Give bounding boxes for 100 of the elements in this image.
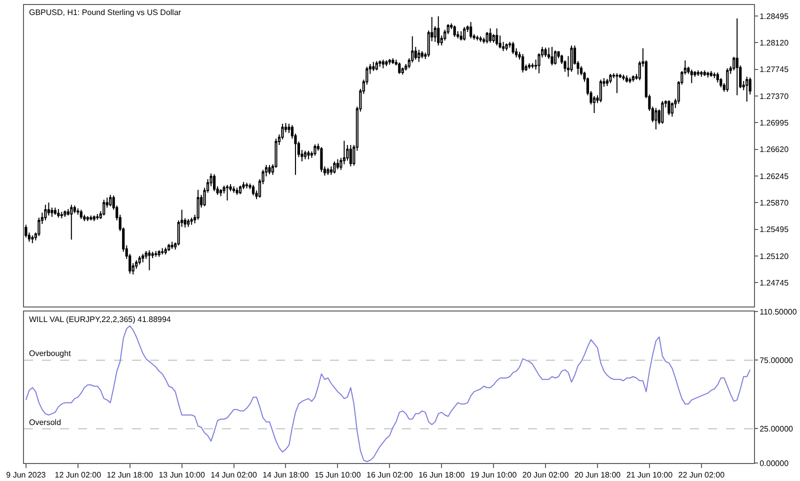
candlestick — [382, 59, 384, 69]
candlestick — [670, 102, 674, 118]
candlestick — [690, 69, 693, 84]
y-tick-label: 1.26995 — [760, 118, 790, 128]
candlestick — [268, 164, 271, 175]
candlestick — [388, 58, 391, 66]
candlestick — [326, 167, 330, 176]
candlestick — [187, 218, 190, 228]
y-tick-label: 0.00000 — [760, 458, 790, 468]
candlestick — [158, 250, 160, 258]
candlestick — [746, 76, 748, 102]
y-tick-label: 25.00000 — [760, 424, 794, 434]
candlestick — [80, 209, 82, 220]
candlestick — [196, 189, 200, 220]
candlestick — [60, 211, 63, 219]
y-tick-label: 110.50000 — [760, 307, 798, 316]
y-tick-label: 1.27745 — [760, 65, 790, 74]
candlestick — [592, 95, 596, 114]
candlestick — [245, 182, 248, 189]
y-tick-label: 1.26620 — [760, 145, 790, 154]
candlestick — [528, 62, 531, 70]
candlestick — [479, 36, 482, 42]
candlestick — [476, 35, 479, 41]
candlestick — [654, 108, 658, 130]
candlestick — [736, 18, 738, 96]
candlestick — [236, 187, 238, 196]
candlestick — [668, 100, 670, 116]
x-tick-label: 12 Jun 02:00 — [54, 470, 102, 480]
candlestick — [420, 50, 424, 59]
candlestick — [489, 28, 492, 44]
x-tick-label: 22 Jun 02:00 — [678, 470, 726, 480]
candlestick — [599, 79, 602, 103]
candlestick — [372, 61, 375, 72]
candlestick — [554, 50, 557, 66]
x-tick-label: 13 Jun 10:00 — [158, 470, 206, 480]
candlestick — [83, 214, 86, 222]
candlestick — [570, 44, 573, 72]
x-tick-label: 20 Jun 02:00 — [522, 470, 570, 480]
candlestick — [336, 158, 339, 170]
y-tick-label: 1.25495 — [760, 225, 790, 234]
candlestick — [138, 255, 141, 266]
candlestick — [333, 160, 336, 174]
candlestick — [109, 194, 112, 207]
candlestick — [375, 60, 378, 71]
x-tick-label: 14 Jun 02:00 — [210, 470, 258, 480]
line-series — [25, 325, 751, 462]
y-tick-label: 1.25870 — [760, 198, 790, 208]
chart-title: GBPUSD, H1: Pound Sterling vs US Dollar — [29, 8, 182, 17]
candlestick — [349, 144, 352, 167]
candlestick — [460, 30, 462, 41]
candlestick — [437, 16, 440, 46]
x-tick-label: 21 Jun 10:00 — [626, 470, 674, 480]
y-tick-label: 1.27370 — [760, 92, 790, 101]
candlestick — [628, 76, 632, 84]
candlestick — [102, 199, 106, 216]
candlestick — [696, 70, 700, 77]
candlestick — [31, 234, 34, 244]
candlestick — [661, 100, 664, 124]
candlestick — [521, 54, 524, 73]
candlestick — [726, 68, 729, 92]
candlestick — [710, 70, 712, 78]
candlestick — [625, 74, 628, 83]
y-tick-label: 1.28495 — [760, 12, 790, 21]
x-tick-label: 19 Jun 10:00 — [470, 470, 518, 480]
candlestick — [219, 188, 222, 197]
candlestick — [713, 72, 716, 79]
x-tick-label: 20 Jun 18:00 — [574, 470, 622, 480]
candlestick — [142, 253, 144, 263]
candlestick — [616, 72, 618, 94]
candlestick — [320, 146, 323, 173]
candlestick — [304, 150, 307, 160]
candlestick — [622, 74, 625, 81]
candlestick — [700, 70, 703, 78]
candlestick — [486, 31, 488, 44]
y-tick-label: 75.00000 — [760, 356, 794, 365]
x-tick-label: 14 Jun 18:00 — [262, 470, 310, 480]
candlestick — [76, 208, 80, 216]
candlestick — [418, 49, 420, 62]
candlestick — [609, 73, 612, 84]
candlestick — [378, 60, 382, 68]
x-tick-label: 16 Jun 02:00 — [366, 470, 414, 480]
y-tick-label: 1.24745 — [760, 278, 790, 288]
candlestick — [330, 166, 332, 176]
candlestick — [238, 185, 242, 195]
candlestick — [96, 214, 99, 220]
y-tick-label: 1.28120 — [760, 38, 790, 48]
candlestick — [463, 26, 466, 41]
x-tick-label: 15 Jun 10:00 — [314, 470, 362, 480]
candlestick — [86, 216, 89, 222]
candlestick — [531, 62, 534, 69]
candlestick — [392, 58, 394, 64]
y-tick-label: 1.25120 — [760, 252, 790, 261]
candlestick — [314, 144, 316, 156]
ref-line-label: Oversold — [29, 418, 62, 427]
candlestick — [90, 214, 92, 221]
y-tick-label: 1.26245 — [760, 172, 790, 181]
candlestick — [706, 71, 710, 78]
candlestick — [164, 246, 167, 256]
candlestick — [453, 25, 456, 38]
candlestick — [307, 150, 310, 160]
